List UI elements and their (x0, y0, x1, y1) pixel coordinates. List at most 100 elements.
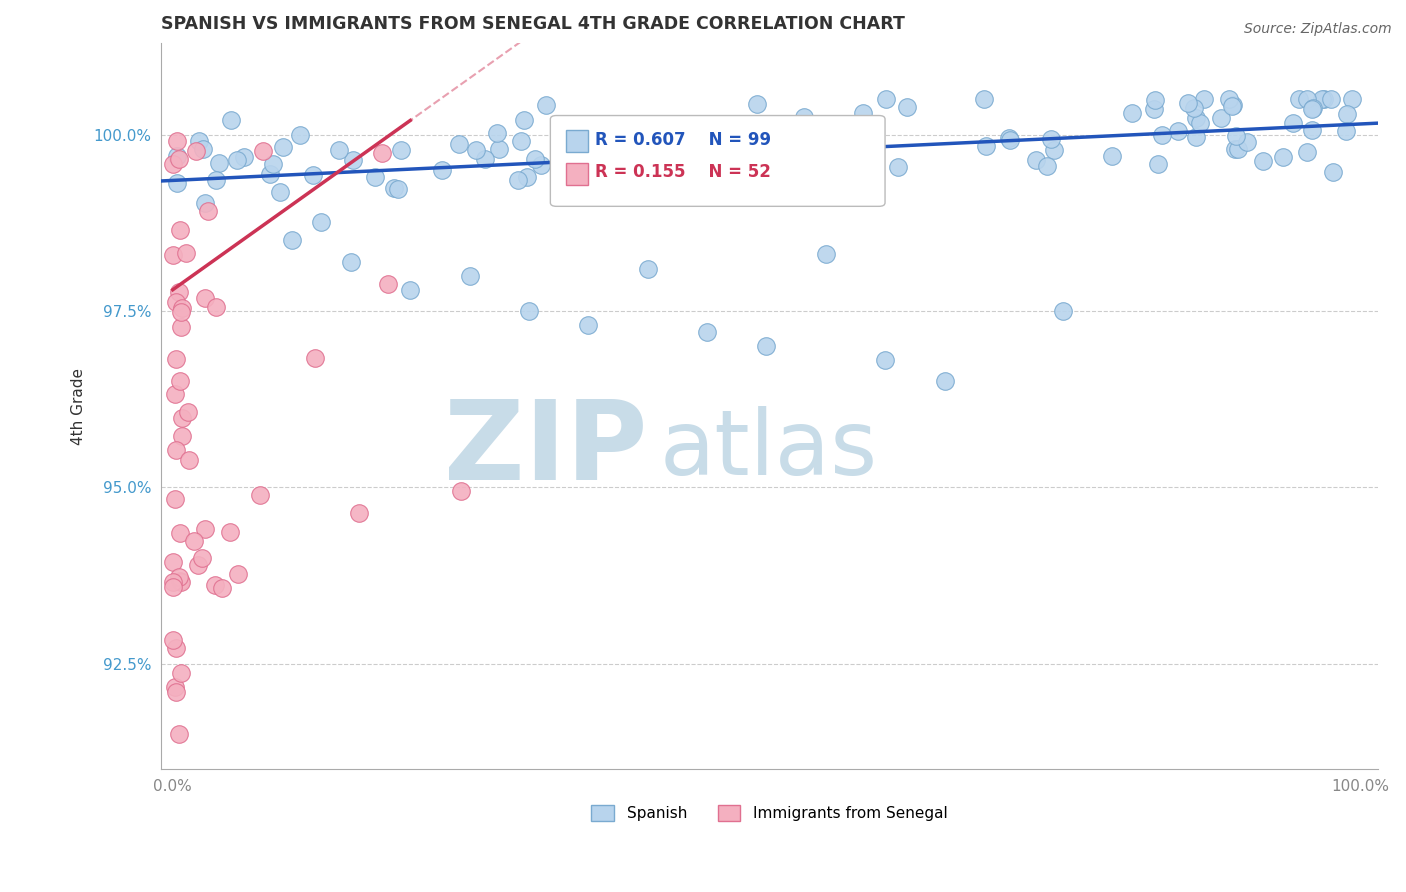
Point (875, 353, 897, 368)
Point (259, 167, 281, 181)
Point (190, 550, 212, 565)
Point (1222, 98, 1244, 112)
Point (170, 411, 193, 425)
Point (187, 558, 209, 572)
Point (162, 632, 184, 647)
Point (387, 182, 409, 196)
Point (166, 176, 188, 190)
Point (1101, 149, 1123, 163)
Point (191, 142, 214, 156)
FancyBboxPatch shape (550, 116, 884, 206)
Point (167, 727, 190, 741)
Point (204, 173, 226, 187)
Point (1144, 93, 1167, 107)
Point (1225, 129, 1247, 144)
Point (163, 680, 186, 694)
Point (1312, 92, 1334, 106)
Point (370, 145, 392, 160)
Point (1146, 157, 1168, 171)
Point (1025, 153, 1047, 167)
Point (162, 248, 184, 262)
Point (614, 161, 637, 175)
Point (342, 153, 364, 167)
Point (1301, 103, 1323, 117)
Point (165, 641, 187, 656)
Point (1227, 142, 1250, 156)
Point (1036, 159, 1059, 173)
Point (163, 386, 186, 401)
Point (225, 153, 247, 167)
Point (875, 92, 897, 106)
Point (170, 305, 193, 319)
Point (1182, 101, 1205, 115)
FancyBboxPatch shape (567, 162, 588, 185)
Point (309, 215, 332, 229)
Point (208, 155, 231, 169)
Point (474, 153, 496, 167)
Point (1177, 95, 1199, 110)
Point (219, 112, 242, 127)
Point (582, 157, 605, 171)
Point (219, 525, 242, 540)
Point (252, 144, 274, 158)
Point (328, 143, 350, 157)
Point (377, 277, 399, 292)
Point (170, 429, 193, 443)
Point (1319, 92, 1341, 106)
Point (998, 133, 1021, 147)
Point (488, 142, 510, 156)
Point (1253, 153, 1275, 168)
Point (269, 185, 291, 199)
Point (724, 178, 747, 193)
Point (1271, 150, 1294, 164)
Point (813, 155, 835, 169)
Point (516, 170, 538, 185)
Point (517, 304, 540, 318)
Point (226, 567, 249, 582)
Point (194, 195, 217, 210)
Point (364, 169, 387, 184)
Point (1322, 165, 1344, 179)
Point (486, 126, 509, 140)
Point (737, 140, 759, 154)
Point (288, 128, 311, 143)
Point (1042, 143, 1064, 157)
Point (165, 295, 187, 310)
Point (167, 570, 190, 584)
Point (1188, 116, 1211, 130)
Point (169, 374, 191, 388)
Point (1185, 129, 1208, 144)
Point (450, 484, 472, 499)
Point (734, 128, 756, 143)
Point (973, 92, 995, 106)
Point (1150, 128, 1173, 142)
Point (1296, 145, 1319, 159)
Point (934, 375, 956, 389)
Point (273, 140, 295, 154)
Point (170, 665, 193, 680)
Point (382, 181, 405, 195)
Point (232, 150, 254, 164)
Point (510, 135, 533, 149)
Legend: Spanish, Immigrants from Senegal: Spanish, Immigrants from Senegal (585, 799, 953, 827)
Point (165, 685, 187, 699)
Point (578, 177, 600, 191)
Point (1223, 142, 1246, 156)
Point (187, 134, 209, 148)
Point (1288, 92, 1310, 106)
Point (458, 268, 481, 283)
Point (162, 157, 184, 171)
Point (807, 137, 830, 152)
Point (1039, 132, 1062, 146)
Point (720, 142, 742, 156)
Point (211, 581, 233, 595)
Point (1236, 135, 1258, 149)
Point (280, 233, 302, 247)
Point (1313, 92, 1336, 106)
Point (167, 285, 190, 299)
Point (349, 506, 371, 520)
Point (194, 522, 217, 536)
Point (169, 319, 191, 334)
Point (1282, 116, 1305, 130)
Point (679, 161, 702, 176)
